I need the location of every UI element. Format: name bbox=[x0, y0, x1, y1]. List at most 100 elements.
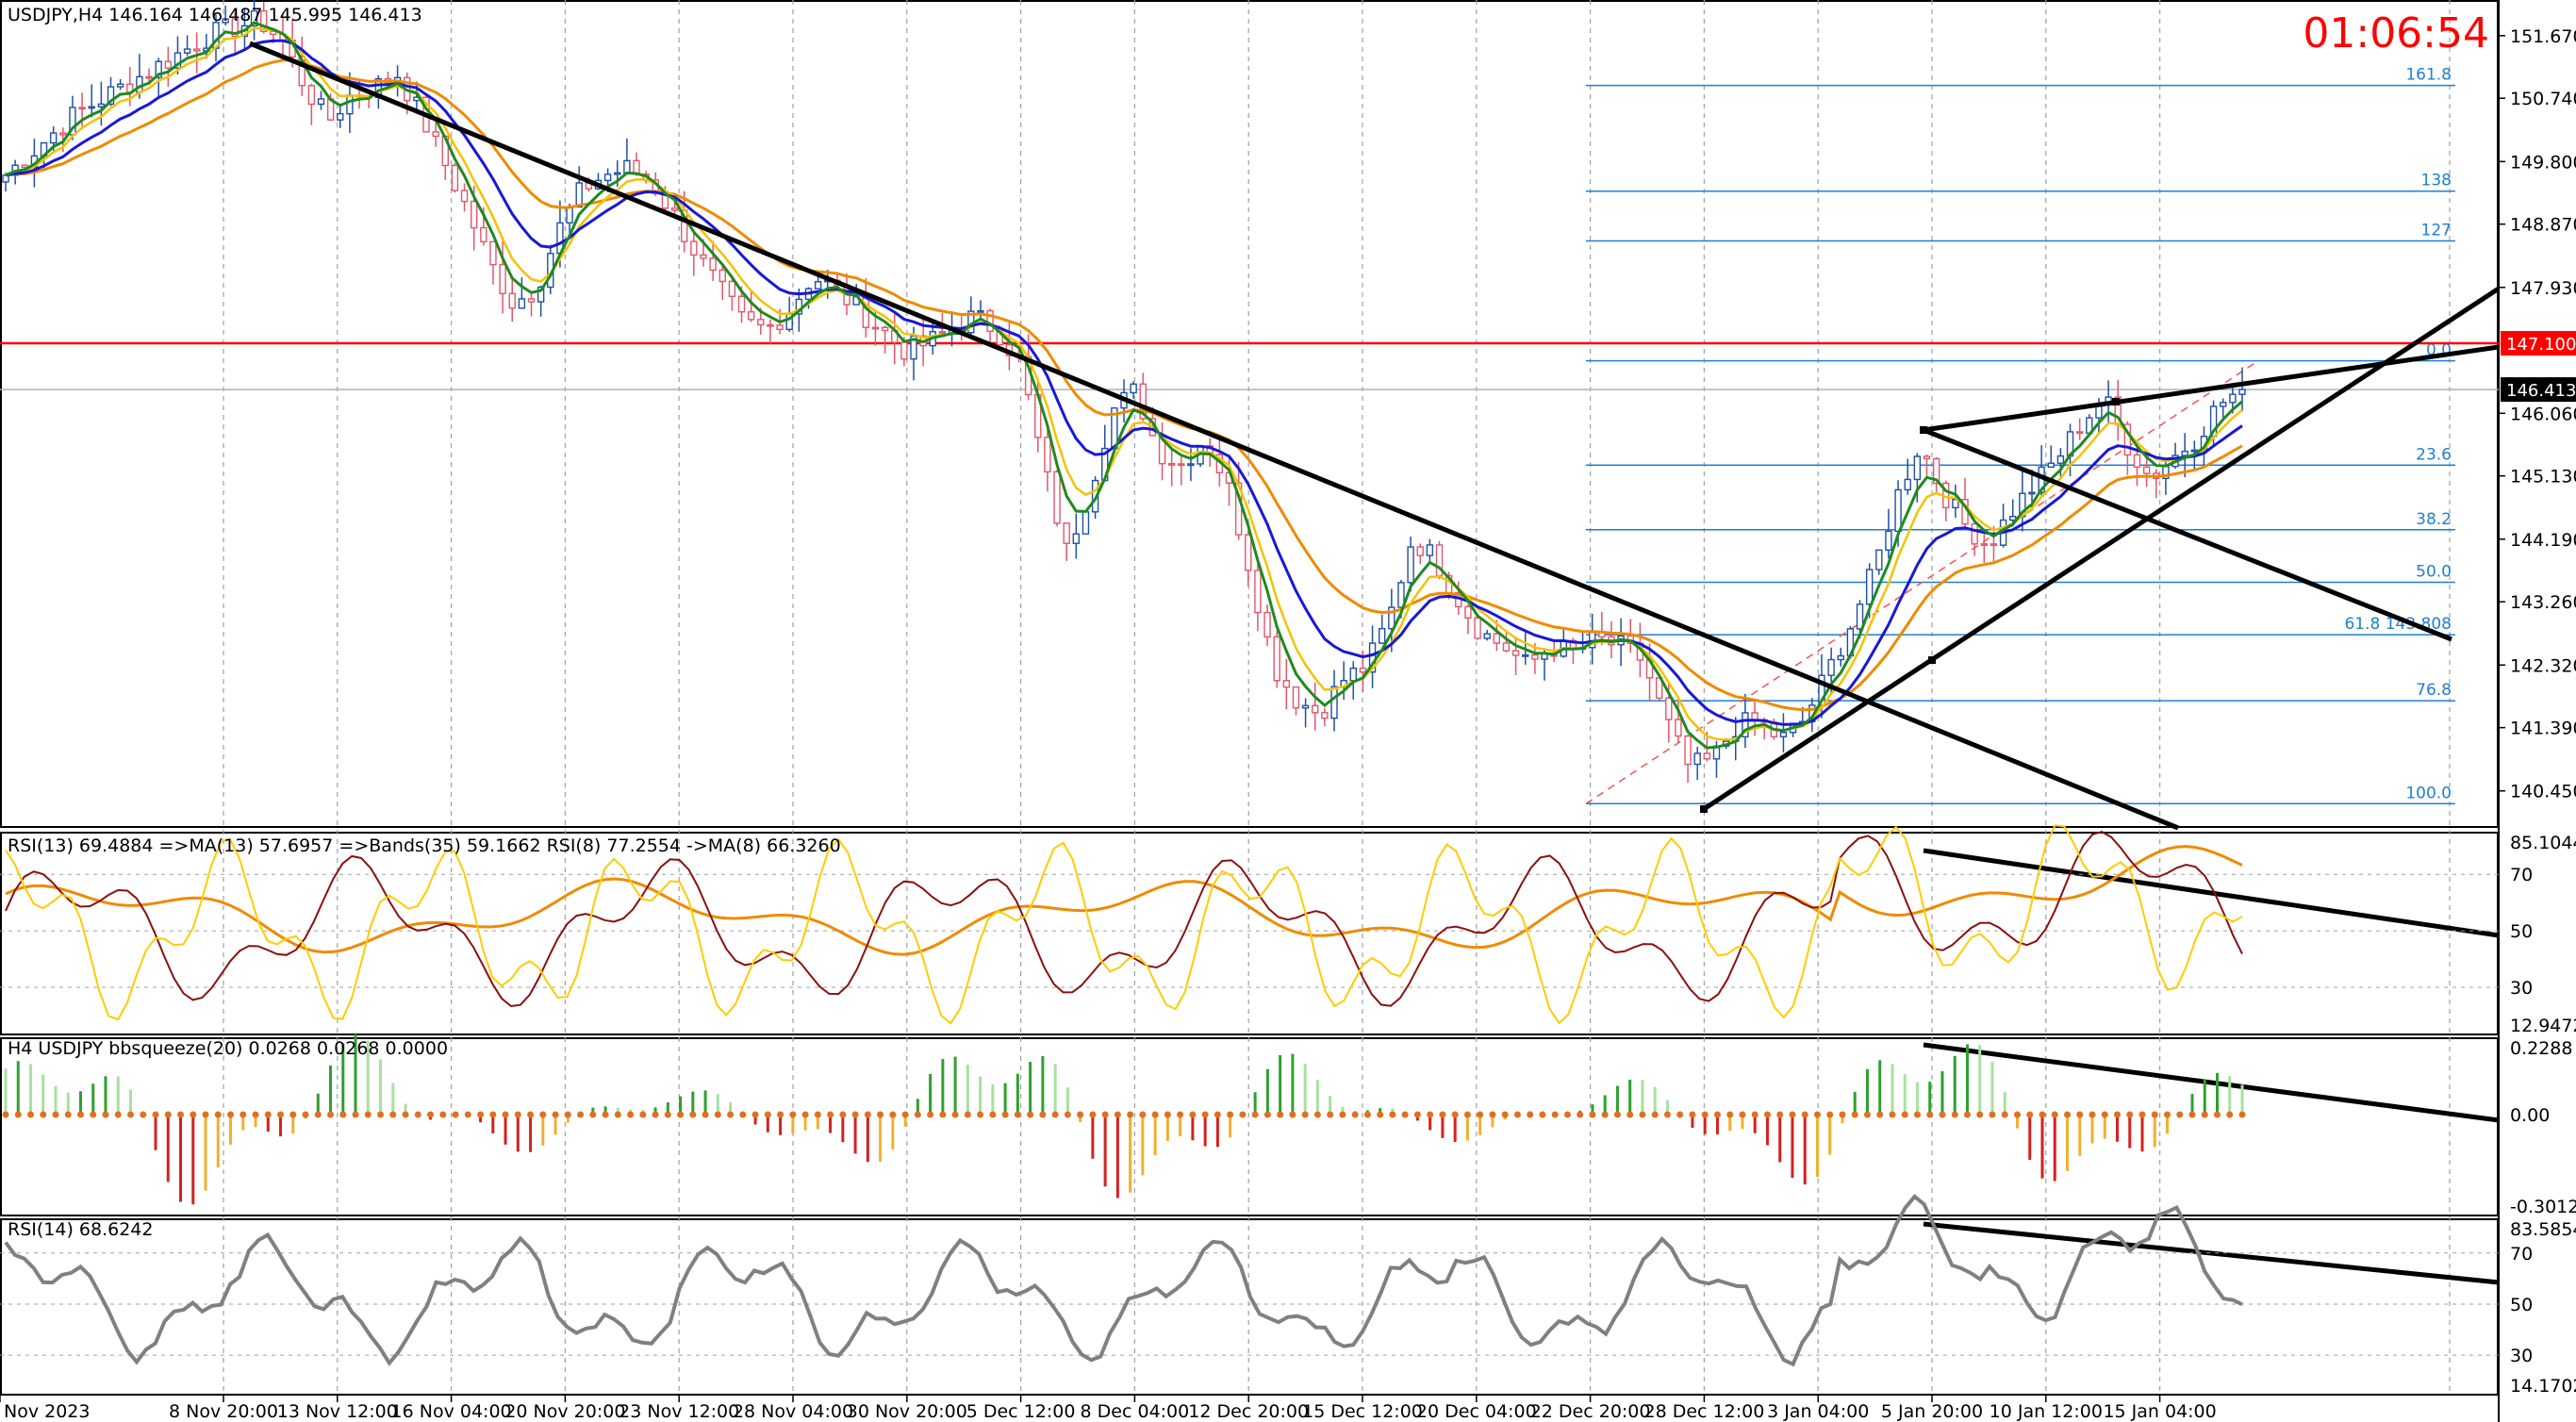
candle-body bbox=[2191, 450, 2197, 452]
squeeze-dot bbox=[140, 1112, 146, 1118]
price-tick-label: 148.870 bbox=[2510, 215, 2576, 236]
squeeze-dot bbox=[1039, 1112, 1046, 1118]
candle-body bbox=[1876, 550, 1882, 570]
time-label: 8 Dec 04:00 bbox=[1081, 1401, 1190, 1422]
squeeze-dot bbox=[1115, 1112, 1121, 1118]
candle-body bbox=[1475, 618, 1480, 638]
squeeze-dot bbox=[1177, 1112, 1183, 1118]
squeeze-dot bbox=[115, 1112, 122, 1118]
candle-body bbox=[529, 299, 535, 302]
squeeze-dot bbox=[1152, 1112, 1159, 1118]
squeeze-dot bbox=[639, 1112, 646, 1118]
time-label: 15 Jan 04:00 bbox=[2103, 1401, 2216, 1422]
squeeze-dot bbox=[2164, 1112, 2171, 1118]
panel-tick-label: 70 bbox=[2510, 865, 2533, 885]
squeeze-dot bbox=[489, 1112, 496, 1118]
panel-tick-label: -0.3012 bbox=[2510, 1197, 2576, 1217]
squeeze-dot bbox=[227, 1112, 234, 1118]
squeeze-dot bbox=[589, 1112, 596, 1118]
rsi14-line bbox=[6, 1197, 2242, 1364]
squeeze-dot bbox=[1389, 1112, 1395, 1118]
squeeze-dot bbox=[1914, 1112, 1921, 1118]
squeeze-dot bbox=[1002, 1112, 1009, 1118]
candle-body bbox=[60, 133, 66, 135]
squeeze-dot bbox=[852, 1112, 859, 1118]
squeeze-dot bbox=[2014, 1112, 2021, 1118]
squeeze-dot bbox=[565, 1112, 571, 1118]
squeeze-dot bbox=[465, 1112, 471, 1118]
panel-tick-label: 30 bbox=[2510, 978, 2533, 999]
squeeze-dot bbox=[802, 1112, 809, 1118]
time-label: 28 Nov 04:00 bbox=[733, 1401, 853, 1422]
squeeze-dot bbox=[1939, 1112, 1945, 1118]
candle-body bbox=[615, 173, 620, 174]
candle-body bbox=[1895, 489, 1901, 531]
candle-body bbox=[1379, 629, 1385, 643]
squeeze-dot bbox=[815, 1112, 821, 1118]
candle-body bbox=[672, 208, 678, 210]
candlesticks bbox=[3, 0, 2245, 783]
candle-body bbox=[1417, 547, 1423, 555]
fib-level-label: 76.8 bbox=[2416, 681, 2452, 700]
candle-body bbox=[481, 228, 487, 242]
time-label: 15 Dec 12:00 bbox=[1302, 1401, 1423, 1422]
squeeze-dot bbox=[1089, 1112, 1096, 1118]
squeeze-dot bbox=[2188, 1112, 2195, 1118]
candle-body bbox=[1427, 545, 1432, 555]
candle-body bbox=[308, 86, 314, 105]
squeeze-dot bbox=[939, 1112, 946, 1118]
candle-body bbox=[1054, 471, 1060, 522]
candle-body bbox=[939, 332, 945, 334]
candle-body bbox=[98, 104, 104, 107]
squeeze-dot bbox=[1664, 1112, 1671, 1118]
squeeze-dot bbox=[1327, 1112, 1333, 1118]
squeeze-dot bbox=[1339, 1112, 1346, 1118]
squeeze-dot bbox=[1702, 1112, 1709, 1118]
squeeze-dot bbox=[177, 1112, 184, 1118]
candle-body bbox=[1676, 719, 1681, 736]
candle-body bbox=[1513, 651, 1519, 655]
candle-body bbox=[1082, 512, 1088, 534]
candle-body bbox=[1828, 660, 1834, 676]
candle-body bbox=[1532, 655, 1538, 659]
squeeze-dot bbox=[1676, 1112, 1683, 1118]
squeeze-dot bbox=[277, 1112, 284, 1118]
candle-body bbox=[490, 241, 496, 264]
squeeze-dot bbox=[652, 1112, 659, 1118]
candle-body bbox=[1073, 534, 1079, 543]
squeeze-dot bbox=[1589, 1112, 1595, 1118]
time-label: 16 Nov 04:00 bbox=[391, 1401, 512, 1422]
squeeze-dot bbox=[1627, 1112, 1633, 1118]
bbsqueeze-panel-label: H4 USDJPY bbsqueeze(20) 0.0268 0.0268 0.… bbox=[8, 1038, 448, 1059]
candle-body bbox=[1293, 687, 1298, 708]
candle-body bbox=[710, 258, 716, 271]
candle-body bbox=[1484, 634, 1490, 638]
squeeze-dot bbox=[40, 1112, 46, 1118]
time-axis: Nov 2023 8 Nov 20:0013 Nov 12:0016 Nov 04… bbox=[0, 1396, 2217, 1422]
squeeze-dot bbox=[2239, 1112, 2246, 1118]
squeeze-dot bbox=[889, 1112, 896, 1118]
squeeze-dot bbox=[2064, 1112, 2071, 1118]
panel-tick-label: 70 bbox=[2510, 1244, 2533, 1265]
candle-body bbox=[719, 270, 725, 281]
squeeze-dot bbox=[190, 1112, 196, 1118]
candle-body bbox=[194, 49, 200, 51]
time-label: 23 Nov 12:00 bbox=[619, 1401, 739, 1422]
squeeze-dot bbox=[1514, 1112, 1521, 1118]
candle-body bbox=[605, 174, 611, 181]
candle-body bbox=[1867, 570, 1873, 604]
squeeze-dot bbox=[1289, 1112, 1296, 1118]
squeeze-dot bbox=[1239, 1112, 1246, 1118]
squeeze-dot bbox=[702, 1112, 709, 1118]
squeeze-dot bbox=[315, 1112, 322, 1118]
squeeze-dot bbox=[839, 1112, 846, 1118]
panel-tick-label: 50 bbox=[2510, 1295, 2533, 1315]
candle-body bbox=[1914, 456, 1920, 479]
squeeze-dot bbox=[1652, 1112, 1659, 1118]
squeeze-dot bbox=[165, 1112, 172, 1118]
squeeze-dot bbox=[1502, 1112, 1509, 1118]
squeeze-dot bbox=[153, 1112, 159, 1118]
squeeze-dot bbox=[1614, 1112, 1621, 1118]
panel-tick-label: 0.2288 bbox=[2510, 1038, 2572, 1059]
